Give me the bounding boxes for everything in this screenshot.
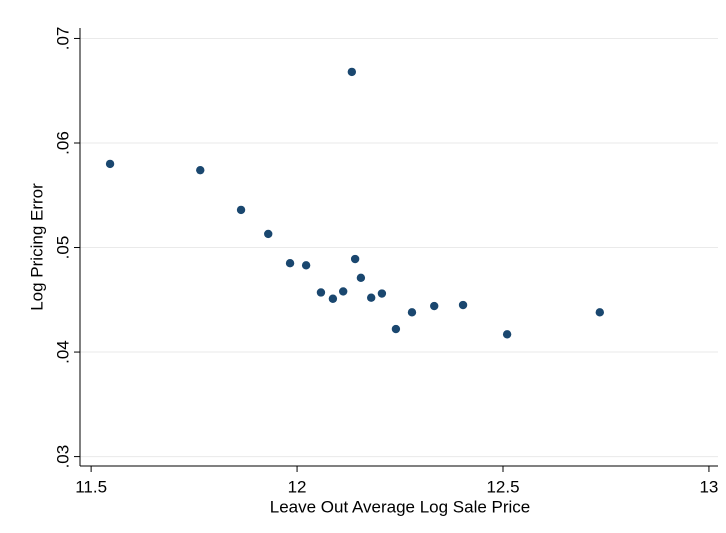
point	[356, 273, 366, 283]
y-tick-label: .06	[53, 131, 72, 155]
point	[301, 261, 311, 270]
point	[236, 205, 246, 215]
point	[350, 254, 360, 264]
point	[196, 165, 205, 175]
x-tick-label: 11.5	[75, 477, 107, 496]
y-tick-label: .07	[53, 27, 72, 51]
point	[328, 294, 338, 303]
x-tick-label: 12	[288, 477, 307, 496]
point	[316, 288, 326, 297]
point	[264, 229, 273, 239]
point	[430, 301, 439, 311]
point	[502, 330, 512, 339]
x-axis-label: Leave Out Average Log Sale Price	[270, 497, 531, 516]
point	[377, 289, 387, 298]
point	[595, 308, 604, 317]
point	[285, 259, 295, 268]
x-tick-label: 12.5	[486, 477, 519, 496]
point	[391, 324, 401, 334]
y-tick-label: .05	[53, 236, 72, 260]
y-tick-label: .03	[53, 445, 72, 469]
x-tick-label: 13	[699, 477, 718, 496]
point	[347, 67, 357, 77]
point	[407, 308, 417, 317]
y-tick-label: .04	[53, 340, 72, 364]
point	[458, 300, 468, 310]
point	[105, 159, 115, 169]
y-axis-label: Log Pricing Error	[27, 183, 46, 311]
point	[338, 287, 348, 296]
point	[366, 293, 376, 302]
